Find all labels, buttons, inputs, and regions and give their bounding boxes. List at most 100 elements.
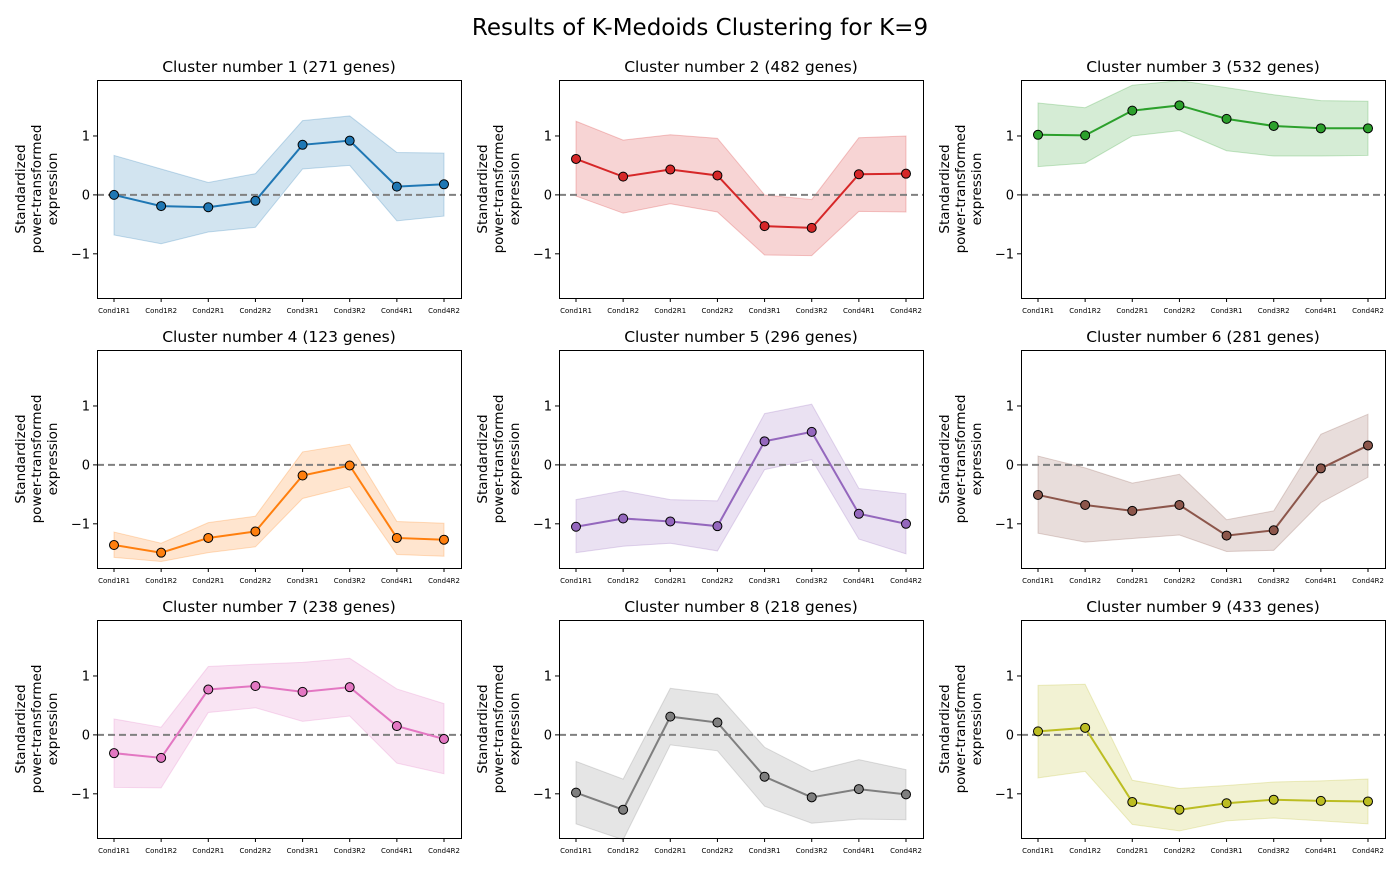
- data-point: [203, 684, 214, 695]
- x-tick-label: Cond2R1: [1116, 307, 1148, 315]
- x-tick-label: Cond4R1: [843, 577, 875, 585]
- panel-title: Cluster number 1 (271 genes): [162, 58, 396, 76]
- y-tick-label: 1: [1006, 129, 1014, 144]
- panel-title: Cluster number 4 (123 genes): [162, 328, 396, 346]
- x-tick-label: Cond2R2: [702, 577, 734, 585]
- y-axis-label: expression: [45, 423, 61, 496]
- x-tick-label: Cond3R1: [749, 847, 781, 855]
- data-point: [344, 460, 355, 471]
- x-tick-label: Cond1R1: [1022, 847, 1054, 855]
- y-axis-label: Standardized: [475, 684, 491, 773]
- data-point: [712, 717, 723, 728]
- y-axis-label: expression: [507, 693, 523, 766]
- band-area: [1037, 413, 1369, 553]
- panel-title: Cluster number 2 (482 genes): [624, 58, 858, 76]
- data-point: [618, 171, 629, 182]
- x-tick-label: Cond4R2: [890, 307, 922, 315]
- x-tick-label: Cond3R2: [334, 307, 366, 315]
- x-tick-label: Cond4R1: [381, 847, 413, 855]
- data-point: [109, 189, 119, 200]
- band-area: [113, 657, 445, 789]
- x-tick-label: Cond2R1: [192, 577, 224, 585]
- data-point: [853, 508, 864, 519]
- data-point: [1127, 105, 1138, 116]
- y-tick-label: 0: [544, 458, 552, 473]
- x-tick-label: Cond1R1: [98, 577, 130, 585]
- x-tick-label: Cond3R2: [1258, 577, 1290, 585]
- x-tick-label: Cond1R2: [145, 577, 177, 585]
- y-axis-label: expression: [45, 693, 61, 766]
- x-tick-label: Cond1R1: [560, 307, 592, 315]
- x-tick-label: Cond2R1: [654, 307, 686, 315]
- x-tick-label: Cond1R2: [1069, 847, 1101, 855]
- y-tick-label: −1: [995, 247, 1014, 262]
- y-tick-label: 1: [544, 669, 552, 684]
- y-axis-label: power-transformed: [953, 125, 969, 254]
- y-tick-label: 0: [544, 728, 552, 743]
- x-tick-label: Cond4R2: [890, 577, 922, 585]
- x-tick-label: Cond2R2: [240, 307, 272, 315]
- panel-8: −1 0 1 Cond1R1 Cond1R2 Cond2R1 Cond2R2 Cond3R1 C…: [475, 598, 924, 855]
- y-tick-label: 1: [82, 129, 90, 144]
- data-point: [109, 748, 119, 759]
- y-axis-label: power-transformed: [29, 665, 45, 794]
- data-point: [1363, 123, 1373, 134]
- x-tick-label: Cond3R1: [1211, 577, 1243, 585]
- data-point: [203, 532, 214, 543]
- y-axis-label: power-transformed: [29, 395, 45, 524]
- y-tick-label: 1: [1006, 399, 1014, 414]
- data-point: [1033, 489, 1043, 500]
- data-point: [1221, 113, 1232, 124]
- data-point: [156, 752, 167, 763]
- x-tick-label: Cond4R2: [1352, 307, 1384, 315]
- y-axis-label: Standardized: [13, 684, 29, 773]
- band-area: [575, 403, 907, 555]
- data-point: [1127, 797, 1138, 808]
- axes-frame: [97, 350, 462, 569]
- data-point: [759, 436, 770, 447]
- x-tick-label: Cond1R1: [98, 847, 130, 855]
- data-point: [806, 222, 817, 233]
- data-point: [391, 532, 402, 543]
- y-tick-label: −1: [71, 517, 90, 532]
- x-tick-label: Cond2R2: [1164, 577, 1196, 585]
- y-tick-label: 0: [1006, 458, 1014, 473]
- y-tick-label: 1: [1006, 669, 1014, 684]
- y-tick-label: −1: [995, 517, 1014, 532]
- figure-title: Results of K-Medoids Clustering for K=9: [471, 15, 929, 41]
- data-point: [250, 526, 261, 537]
- data-point: [618, 804, 629, 815]
- x-tick-label: Cond1R1: [98, 307, 130, 315]
- data-point: [1127, 505, 1138, 516]
- x-tick-label: Cond1R2: [145, 847, 177, 855]
- band-area: [1037, 80, 1369, 168]
- data-point: [156, 201, 167, 212]
- y-axis-label: Standardized: [475, 414, 491, 503]
- y-tick-label: 1: [544, 399, 552, 414]
- x-tick-label: Cond2R1: [1116, 577, 1148, 585]
- x-tick-label: Cond2R2: [702, 847, 734, 855]
- data-point: [1315, 123, 1326, 134]
- data-point: [806, 426, 817, 437]
- panel-2: −1 0 1 Cond1R1 Cond1R2 Cond2R1 Cond2R2 Cond3R1 C…: [475, 58, 924, 315]
- y-tick-label: −1: [71, 787, 90, 802]
- y-tick-label: 0: [82, 188, 90, 203]
- data-point: [344, 682, 355, 693]
- data-point: [712, 521, 723, 532]
- x-tick-label: Cond2R2: [702, 307, 734, 315]
- axes-frame: [1021, 620, 1386, 839]
- series-line: [575, 715, 907, 811]
- data-point: [901, 168, 911, 179]
- panel-title: Cluster number 6 (281 genes): [1086, 328, 1320, 346]
- y-axis-label: expression: [507, 423, 523, 496]
- x-tick-label: Cond4R1: [1305, 577, 1337, 585]
- panel-5: −1 0 1 Cond1R1 Cond1R2 Cond2R1 Cond2R2 Cond3R1 C…: [475, 328, 924, 585]
- data-point: [853, 784, 864, 795]
- y-tick-label: −1: [533, 517, 552, 532]
- y-axis-label: Standardized: [13, 414, 29, 503]
- y-axis-label: power-transformed: [29, 125, 45, 254]
- x-tick-label: Cond4R2: [1352, 577, 1384, 585]
- y-axis-label: power-transformed: [953, 395, 969, 524]
